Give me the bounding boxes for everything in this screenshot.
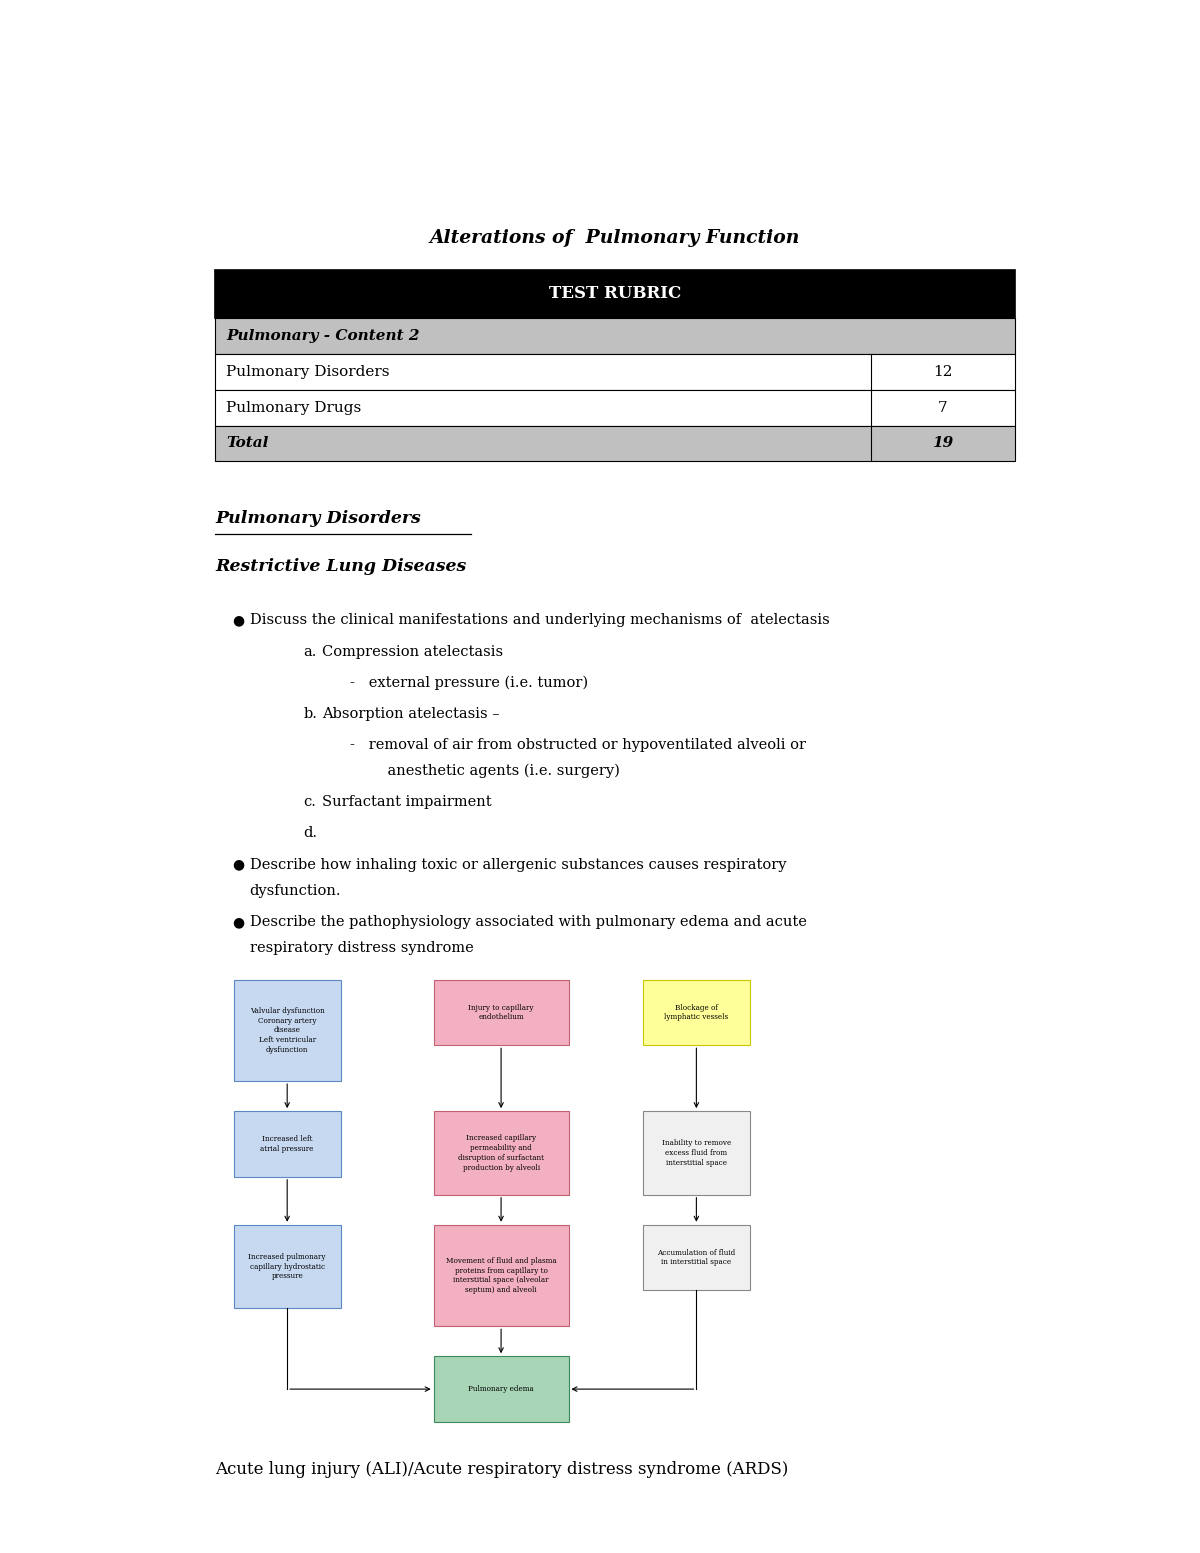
Text: Increased left
atrial pressure: Increased left atrial pressure xyxy=(260,1135,314,1152)
Text: Blockage of
lymphatic vessels: Blockage of lymphatic vessels xyxy=(665,1003,728,1022)
Text: Discuss the clinical manifestations and underlying mechanisms of  atelectasis: Discuss the clinical manifestations and … xyxy=(250,613,829,627)
Text: Movement of fluid and plasma
proteins from capillary to
interstitial space (alve: Movement of fluid and plasma proteins fr… xyxy=(445,1256,557,1294)
FancyBboxPatch shape xyxy=(433,1110,569,1194)
Text: 19: 19 xyxy=(932,436,954,450)
Text: respiratory distress syndrome: respiratory distress syndrome xyxy=(250,941,473,955)
FancyBboxPatch shape xyxy=(433,980,569,1045)
Text: Compression atelectasis: Compression atelectasis xyxy=(322,644,503,658)
Text: Valvular dysfunction
Coronary artery
disease
Left ventricular
dysfunction: Valvular dysfunction Coronary artery dis… xyxy=(250,1006,324,1054)
Text: Pulmonary Disorders: Pulmonary Disorders xyxy=(227,365,390,379)
Text: c.: c. xyxy=(304,795,317,809)
Bar xyxy=(215,318,1015,354)
Text: Pulmonary edema: Pulmonary edema xyxy=(468,1385,534,1393)
Text: -   removal of air from obstructed or hypoventilated alveoli or: - removal of air from obstructed or hypo… xyxy=(350,738,806,752)
Bar xyxy=(215,270,1015,318)
Text: Alterations of  Pulmonary Function: Alterations of Pulmonary Function xyxy=(430,228,800,247)
FancyBboxPatch shape xyxy=(643,1225,750,1291)
FancyBboxPatch shape xyxy=(234,980,341,1081)
Text: 7: 7 xyxy=(938,401,948,415)
Text: 12: 12 xyxy=(934,365,953,379)
Text: Restrictive Lung Diseases: Restrictive Lung Diseases xyxy=(215,558,467,575)
Text: Total: Total xyxy=(227,436,269,450)
Text: Surfactant impairment: Surfactant impairment xyxy=(322,795,492,809)
Text: Inability to remove
excess fluid from
interstitial space: Inability to remove excess fluid from in… xyxy=(661,1140,731,1166)
Text: Pulmonary Disorders: Pulmonary Disorders xyxy=(215,511,421,528)
Bar xyxy=(215,426,1015,461)
Text: Pulmonary - Content 2: Pulmonary - Content 2 xyxy=(227,329,420,343)
Text: d.: d. xyxy=(304,826,318,840)
FancyBboxPatch shape xyxy=(234,1110,341,1177)
Text: dysfunction.: dysfunction. xyxy=(250,884,341,898)
Text: TEST RUBRIC: TEST RUBRIC xyxy=(548,286,682,303)
Text: Describe how inhaling toxic or allergenic substances causes respiratory: Describe how inhaling toxic or allergeni… xyxy=(250,857,786,871)
FancyBboxPatch shape xyxy=(643,980,750,1045)
Text: ●: ● xyxy=(233,857,245,871)
Text: Accumulation of fluid
in interstitial space: Accumulation of fluid in interstitial sp… xyxy=(658,1249,736,1266)
Text: Pulmonary Drugs: Pulmonary Drugs xyxy=(227,401,361,415)
Bar xyxy=(215,390,1015,426)
Text: Describe the pathophysiology associated with pulmonary edema and acute: Describe the pathophysiology associated … xyxy=(250,915,806,929)
Text: Absorption atelectasis –: Absorption atelectasis – xyxy=(322,707,499,721)
FancyBboxPatch shape xyxy=(643,1110,750,1194)
Text: anesthetic agents (i.e. surgery): anesthetic agents (i.e. surgery) xyxy=(368,764,619,778)
Text: Increased pulmonary
capillary hydrostatic
pressure: Increased pulmonary capillary hydrostati… xyxy=(248,1253,326,1280)
Text: ●: ● xyxy=(233,613,245,627)
Text: b.: b. xyxy=(304,707,317,721)
Text: Injury to capillary
endothelium: Injury to capillary endothelium xyxy=(468,1003,534,1022)
FancyBboxPatch shape xyxy=(433,1225,569,1326)
Text: -   external pressure (i.e. tumor): - external pressure (i.e. tumor) xyxy=(350,676,588,690)
Bar xyxy=(215,354,1015,390)
Text: a.: a. xyxy=(304,644,317,658)
FancyBboxPatch shape xyxy=(433,1356,569,1423)
Text: Increased capillary
permeability and
disruption of surfactant
production by alve: Increased capillary permeability and dis… xyxy=(458,1134,544,1171)
Text: ●: ● xyxy=(233,915,245,929)
Text: Acute lung injury (ALI)/Acute respiratory distress syndrome (ARDS): Acute lung injury (ALI)/Acute respirator… xyxy=(215,1461,788,1478)
FancyBboxPatch shape xyxy=(234,1225,341,1308)
